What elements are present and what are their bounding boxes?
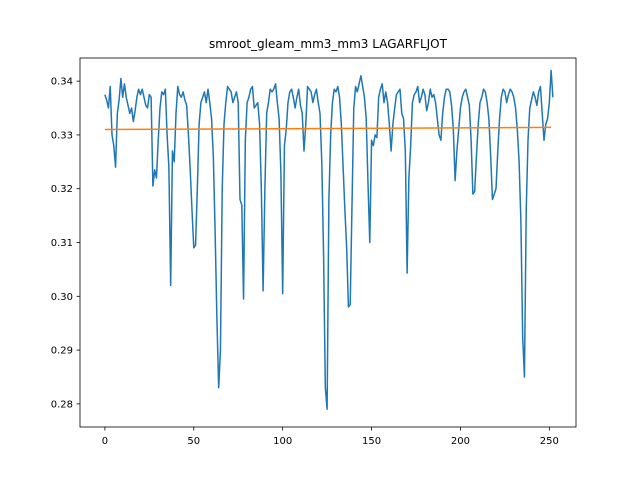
x-tick-label: 150 [362, 436, 381, 447]
x-tick-label: 100 [273, 436, 292, 447]
x-tick-label: 250 [540, 436, 559, 447]
series-layer [104, 69, 554, 410]
y-tick-label: 0.30 [51, 292, 73, 303]
x-tick-label: 50 [187, 436, 200, 447]
chart-title: smroot_gleam_mm3_mm3 LAGARFLJOT [209, 37, 448, 51]
y-tick-label: 0.28 [51, 399, 73, 410]
y-tick-label: 0.31 [51, 238, 73, 249]
axes-layer: 0 50 100 150 200 250 0.28 0.29 0.30 0.31 0.32 0.33 0… [51, 57, 577, 447]
series-line-2 [104, 126, 552, 131]
y-tick-label: 0.33 [51, 130, 73, 141]
x-tick-label: 200 [451, 436, 470, 447]
y-tick-label: 0.29 [51, 346, 73, 357]
y-tick-label: 0.34 [51, 77, 73, 88]
x-tick-label: 0 [102, 436, 108, 447]
series-line-1 [104, 69, 554, 410]
y-tick-label: 0.32 [51, 184, 73, 195]
